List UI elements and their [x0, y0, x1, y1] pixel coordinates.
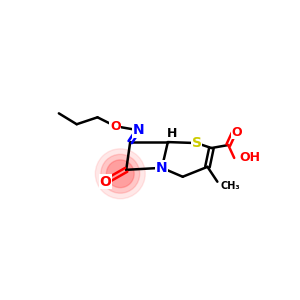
Text: N: N [132, 123, 144, 137]
Text: OH: OH [239, 152, 260, 164]
Text: O: O [100, 175, 111, 189]
Text: O: O [110, 120, 121, 133]
Text: N: N [156, 161, 168, 175]
Circle shape [95, 149, 145, 199]
Text: S: S [192, 136, 202, 150]
Circle shape [106, 160, 134, 188]
Circle shape [101, 154, 140, 193]
Text: O: O [232, 126, 242, 139]
Text: CH₃: CH₃ [220, 181, 240, 191]
Text: H: H [167, 127, 177, 140]
